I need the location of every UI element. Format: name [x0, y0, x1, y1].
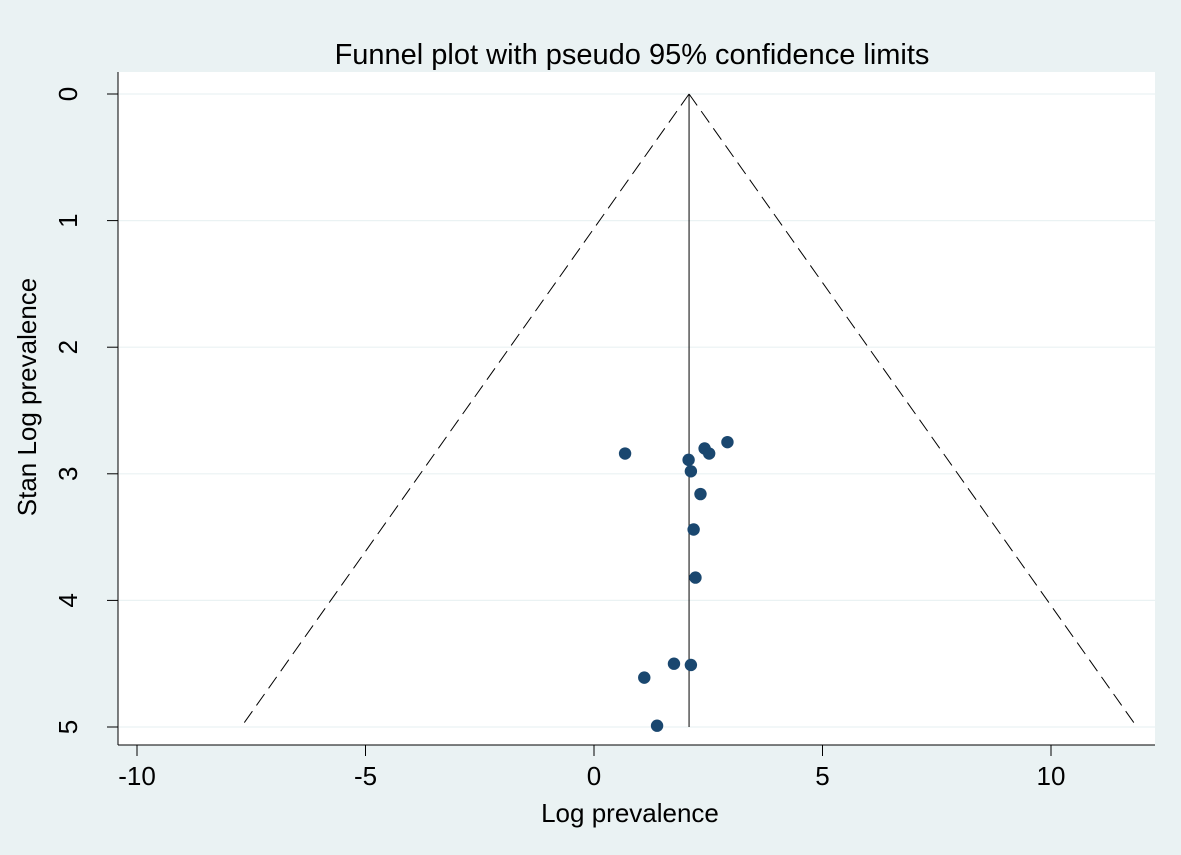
grid-lines [119, 93, 1155, 728]
y-axis-label: Stan Log prevalence [12, 278, 42, 517]
y-tick-label-2: 2 [53, 340, 83, 354]
data-point-4 [702, 447, 716, 460]
data-point-1 [682, 453, 695, 467]
x-tick-label-4: 10 [1037, 761, 1066, 791]
plot-area [118, 72, 1155, 745]
x-axis-label: Log prevalence [541, 798, 719, 828]
y-tick-label-1: 1 [53, 213, 83, 227]
data-point-10 [684, 658, 698, 672]
y-tick-label-4: 4 [53, 593, 83, 607]
data-point-11 [638, 671, 651, 684]
chart-title: Funnel plot with pseudo 95% confidence l… [335, 39, 930, 71]
y-tick-label-0: 0 [53, 87, 83, 101]
data-points [618, 435, 734, 732]
data-point-12 [650, 719, 664, 732]
lower-confidence-limit-line [240, 93, 690, 728]
data-point-6 [694, 487, 707, 501]
data-point-0 [618, 447, 632, 460]
data-point-2 [684, 465, 698, 478]
data-point-9 [667, 657, 681, 670]
data-point-7 [687, 523, 700, 536]
data-point-8 [689, 571, 702, 584]
funnel-lines [240, 93, 1138, 728]
x-tick-label-3: 5 [815, 761, 829, 791]
data-point-5 [721, 435, 734, 449]
y-tick-label-5: 5 [53, 720, 83, 734]
x-tick-label-1: -5 [354, 761, 377, 791]
y-ticks: 0 1 2 3 4 5 [53, 87, 118, 734]
y-tick-label-3: 3 [53, 467, 83, 481]
x-tick-label-2: 0 [587, 761, 601, 791]
upper-confidence-limit-line [688, 93, 1138, 728]
x-ticks: -10 -5 0 5 10 [118, 745, 1065, 791]
x-tick-label-0: -10 [118, 761, 156, 791]
